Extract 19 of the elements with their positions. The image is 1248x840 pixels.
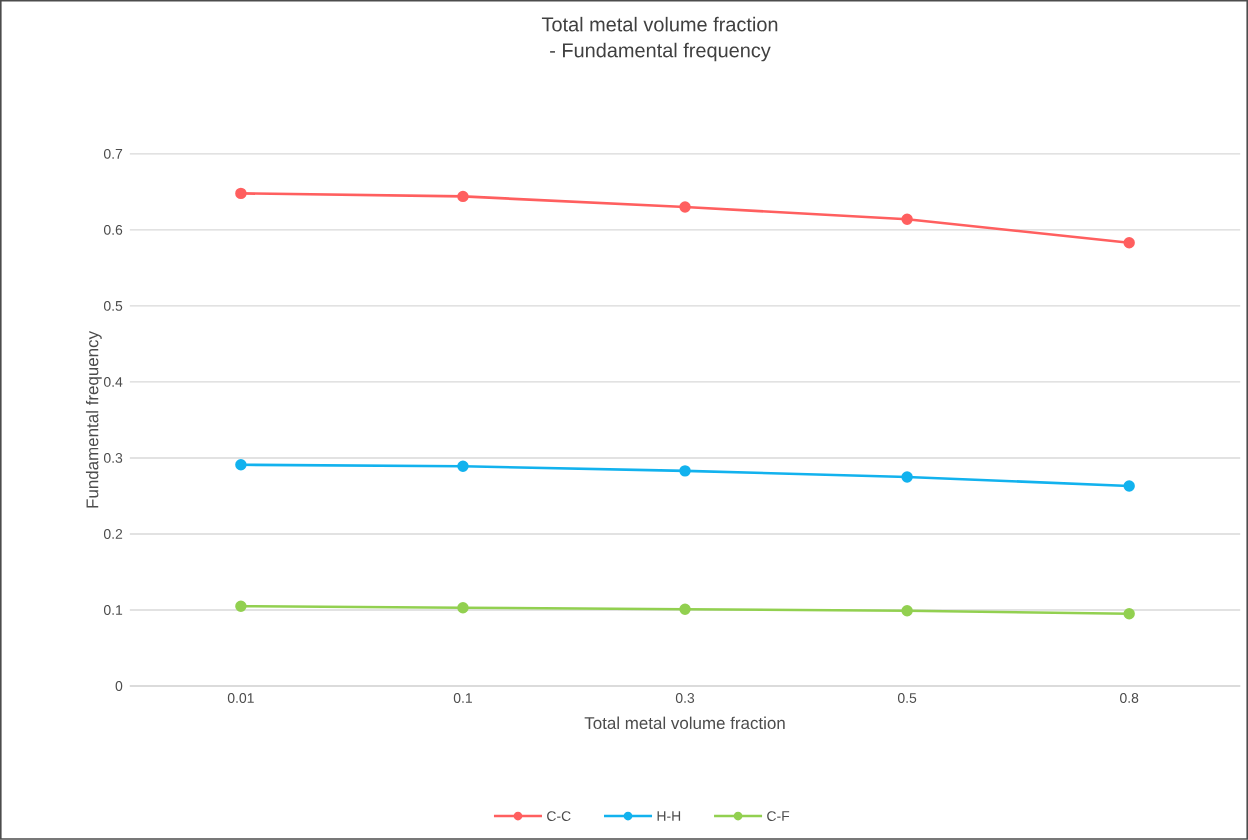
point bbox=[679, 603, 691, 615]
point bbox=[457, 602, 469, 614]
point bbox=[901, 605, 913, 617]
y-axis-title: Fundamental frequency bbox=[85, 331, 102, 508]
point bbox=[901, 471, 913, 483]
point bbox=[457, 460, 469, 473]
point bbox=[235, 187, 247, 200]
chart-subtitle: - Fundamental frequency bbox=[550, 42, 771, 62]
point bbox=[1123, 608, 1135, 620]
point bbox=[1123, 480, 1135, 492]
point bbox=[235, 600, 247, 612]
point bbox=[235, 459, 247, 471]
chart-title: Total metal volume fraction bbox=[541, 16, 778, 32]
point bbox=[679, 465, 691, 477]
x-axis-title: Total metal volume fraction bbox=[584, 716, 785, 730]
point bbox=[901, 213, 913, 225]
point bbox=[1123, 237, 1135, 249]
point bbox=[457, 190, 469, 203]
point bbox=[679, 201, 691, 213]
